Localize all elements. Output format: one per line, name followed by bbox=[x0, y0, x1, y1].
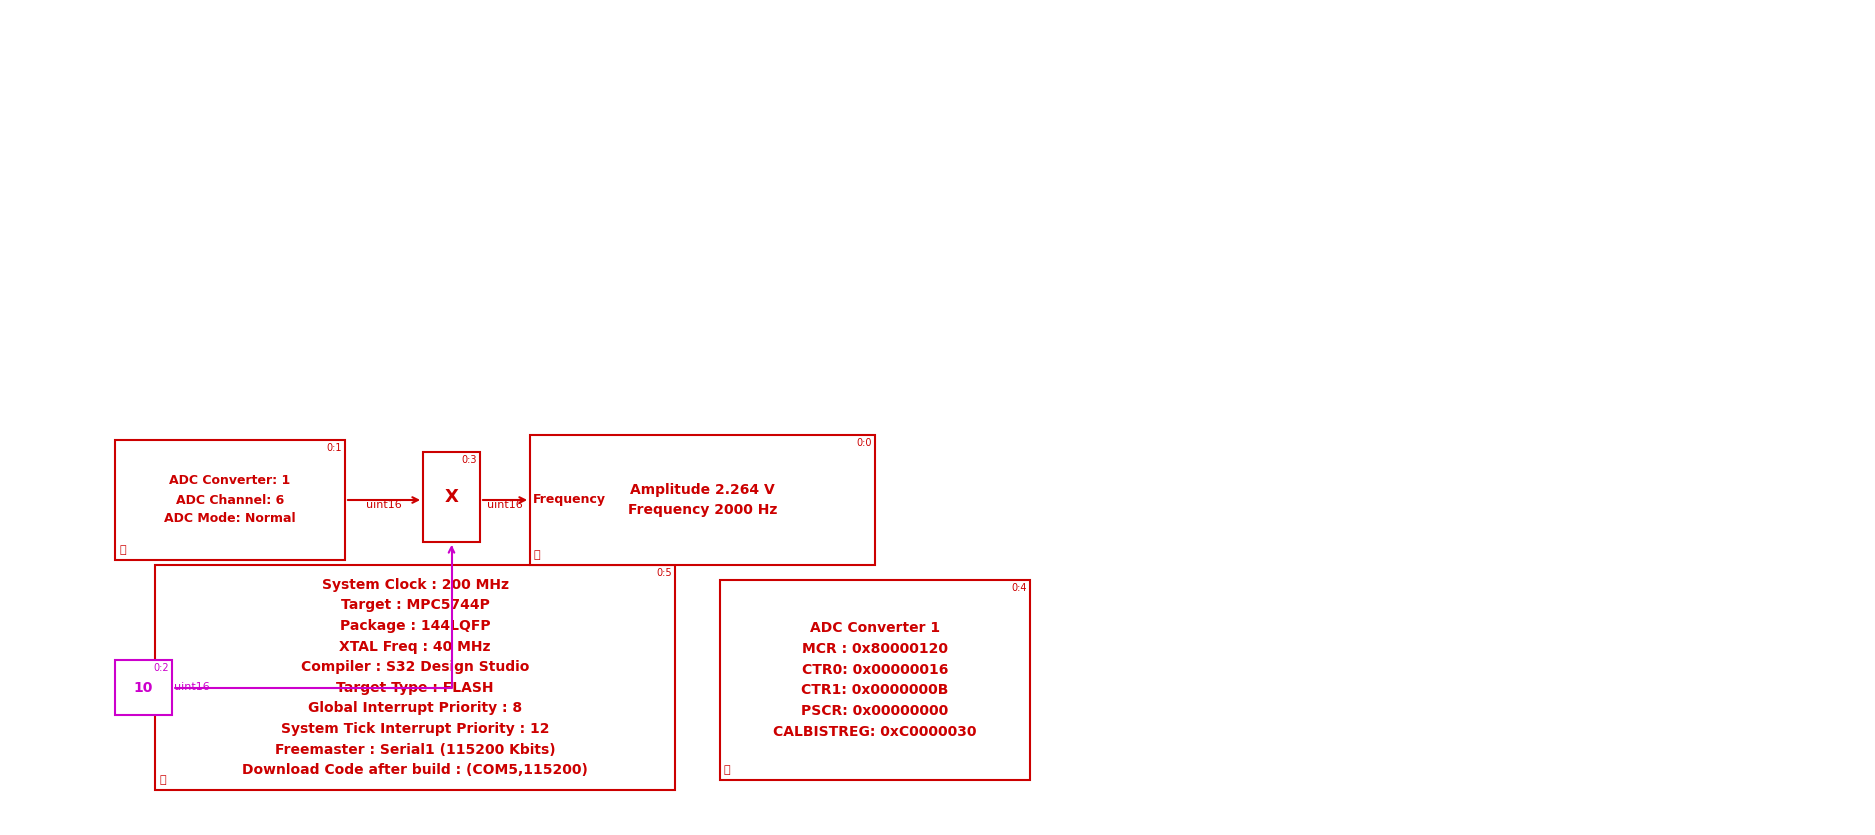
Text: 10: 10 bbox=[133, 681, 154, 695]
Bar bbox=[720, 580, 1029, 780]
Bar bbox=[156, 565, 675, 790]
Text: 0:3: 0:3 bbox=[461, 455, 476, 465]
Bar bbox=[114, 440, 345, 560]
Text: System Clock : 200 MHz
Target : MPC5744P
Package : 144LQFP
XTAL Freq : 40 MHz
Co: System Clock : 200 MHz Target : MPC5744P… bbox=[242, 578, 589, 777]
Text: ⛓: ⛓ bbox=[534, 550, 540, 560]
Text: X: X bbox=[444, 488, 459, 506]
Bar bbox=[424, 452, 480, 542]
Text: ⛓: ⛓ bbox=[724, 765, 731, 775]
Bar bbox=[531, 435, 876, 565]
Text: uint16: uint16 bbox=[488, 500, 523, 510]
Text: 0:5: 0:5 bbox=[656, 568, 671, 578]
Text: Amplitude 2.264 V
Frequency 2000 Hz: Amplitude 2.264 V Frequency 2000 Hz bbox=[628, 483, 778, 518]
Text: ⛓: ⛓ bbox=[159, 775, 165, 785]
Text: 0:4: 0:4 bbox=[1011, 583, 1028, 593]
Text: uint16: uint16 bbox=[174, 682, 210, 692]
Text: 0:1: 0:1 bbox=[326, 443, 341, 453]
Bar bbox=[114, 660, 172, 715]
Text: 0:2: 0:2 bbox=[154, 663, 169, 673]
Text: Frequency: Frequency bbox=[532, 493, 606, 507]
Text: ADC Converter: 1
ADC Channel: 6
ADC Mode: Normal: ADC Converter: 1 ADC Channel: 6 ADC Mode… bbox=[165, 474, 296, 525]
Text: ⛓: ⛓ bbox=[118, 545, 126, 555]
Text: ADC Converter 1
MCR : 0x80000120
CTR0: 0x00000016
CTR1: 0x0000000B
PSCR: 0x00000: ADC Converter 1 MCR : 0x80000120 CTR0: 0… bbox=[772, 621, 977, 738]
Text: 0:0: 0:0 bbox=[857, 438, 872, 448]
Text: uint16: uint16 bbox=[366, 500, 401, 510]
